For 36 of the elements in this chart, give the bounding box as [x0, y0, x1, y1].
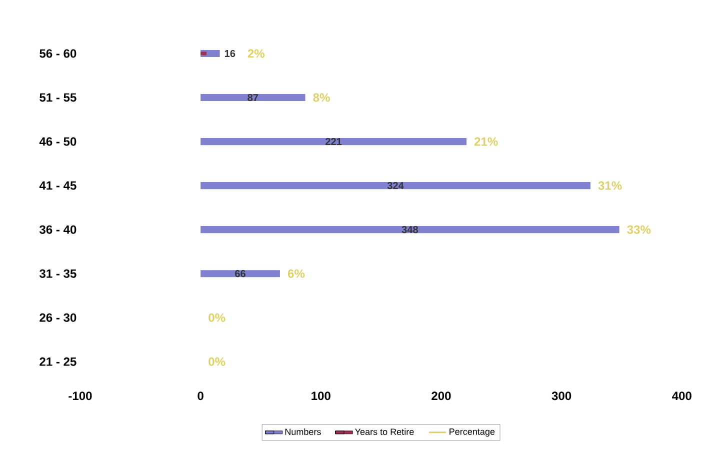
- bar: [200, 138, 466, 145]
- annotation: 21%: [474, 137, 498, 146]
- y-tick-label: 21 - 25: [40, 357, 76, 366]
- x-tick-label: -100: [68, 391, 92, 400]
- annotation: 2%: [248, 49, 264, 58]
- annotation: 31%: [598, 181, 622, 190]
- x-tick-label: 400: [672, 391, 692, 400]
- data-label: 66: [235, 270, 246, 278]
- x-tick-label: 0: [198, 391, 204, 400]
- data-label: 221: [326, 138, 342, 145]
- data-label: 348: [402, 226, 418, 234]
- data-label: 16: [224, 50, 236, 57]
- data-label: 324: [387, 182, 404, 189]
- legend-label: Years to Retire: [355, 428, 414, 435]
- legend-label: Percentage: [450, 428, 495, 436]
- data-label: 87: [248, 94, 258, 101]
- y-tick-label: 31 - 35: [40, 269, 76, 278]
- x-tick-label: 300: [552, 391, 572, 400]
- bar: [200, 270, 280, 278]
- legend-label: Numbers: [285, 428, 321, 435]
- bar: [200, 94, 306, 101]
- y-tick-label: 56 - 60: [40, 49, 76, 58]
- bar: [200, 182, 590, 189]
- y-tick-label: 36 - 40: [40, 225, 76, 234]
- annotation: 33%: [627, 225, 651, 234]
- annotation: 0%: [208, 357, 226, 366]
- y-tick-label: 41 - 45: [39, 181, 76, 190]
- y-tick-label: 46 - 50: [39, 137, 76, 146]
- annotation: 6%: [288, 269, 305, 278]
- y-tick-label: 26 - 30: [40, 313, 76, 322]
- x-tick-label: 200: [432, 391, 451, 400]
- annotation: 8%: [313, 93, 330, 102]
- annotation: 0%: [208, 313, 226, 322]
- bar: [200, 226, 620, 233]
- x-tick-label: 100: [312, 391, 330, 400]
- y-tick-label: 51 - 55: [40, 93, 76, 102]
